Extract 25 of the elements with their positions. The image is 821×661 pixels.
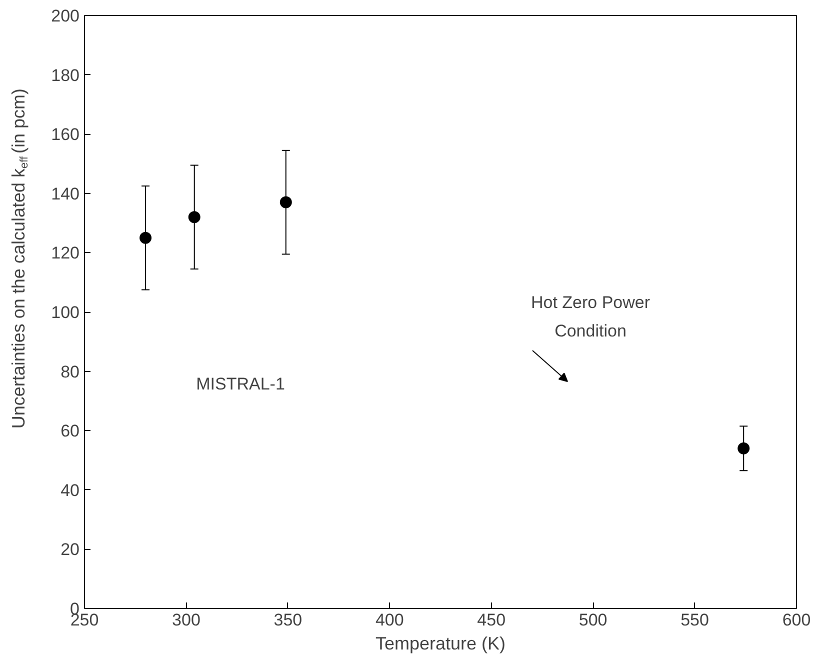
y-axis-title: Uncertainties on the calculated keff (in pcm) — [8, 88, 30, 429]
y-tick-label: 100 — [51, 303, 80, 322]
y-tick-label: 80 — [60, 362, 80, 382]
y-tick-label: 140 — [51, 184, 80, 204]
annotation: MISTRAL-1 — [196, 374, 285, 394]
x-tick-label: 300 — [172, 610, 200, 630]
x-tick-label: 450 — [477, 610, 506, 630]
x-tick-label: 400 — [375, 610, 404, 630]
annotation: Hot Zero Power Condition — [530, 293, 650, 340]
x-tick-label: 350 — [274, 610, 302, 630]
point — [140, 232, 152, 244]
y-tick-label: 120 — [51, 244, 80, 263]
y-tick-label: 20 — [60, 540, 80, 560]
point — [738, 442, 750, 454]
y-tick-label: 200 — [51, 6, 80, 26]
x-axis-title: Temperature (K) — [375, 634, 506, 654]
y-tick-label: 160 — [51, 125, 80, 144]
y-tick-label: 40 — [60, 480, 80, 500]
x-tick-label: 600 — [782, 610, 811, 630]
y-tick-label: 180 — [51, 66, 80, 85]
point — [280, 196, 292, 208]
x-tick-label: 550 — [680, 610, 709, 630]
y-tick-label: 60 — [60, 422, 80, 441]
x-tick-label: 500 — [578, 610, 608, 630]
point — [188, 211, 200, 224]
